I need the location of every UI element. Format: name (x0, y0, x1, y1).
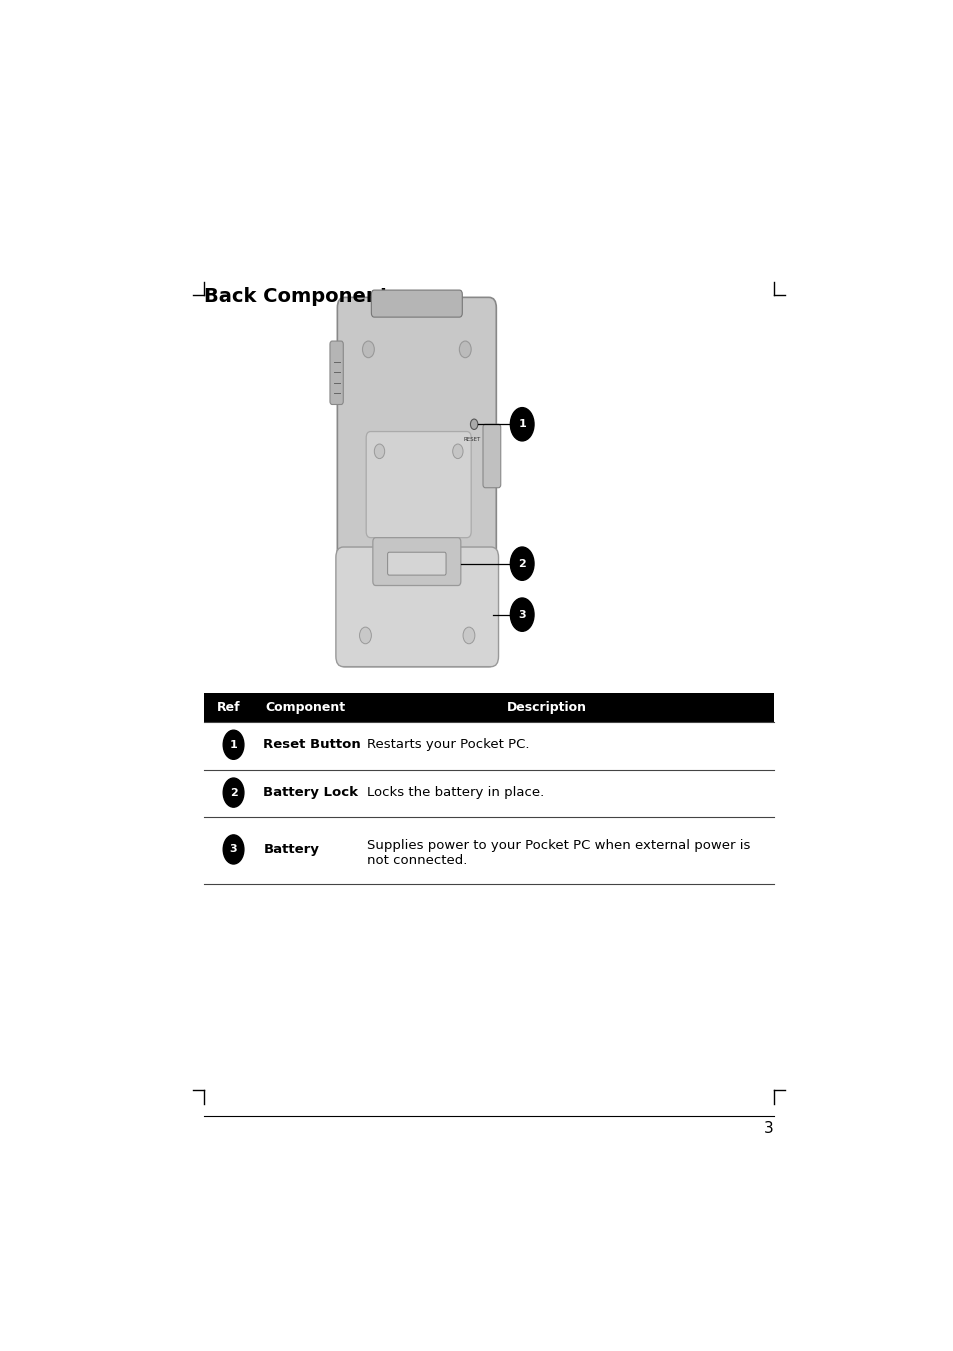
FancyBboxPatch shape (366, 431, 471, 538)
Circle shape (459, 340, 471, 358)
Circle shape (462, 627, 475, 644)
Circle shape (510, 547, 534, 581)
FancyBboxPatch shape (337, 297, 496, 666)
Circle shape (470, 419, 477, 430)
Text: Component: Component (265, 701, 345, 713)
Circle shape (374, 444, 384, 458)
Circle shape (359, 627, 371, 644)
Text: Restarts your Pocket PC.: Restarts your Pocket PC. (367, 738, 529, 751)
Circle shape (223, 730, 244, 759)
Circle shape (510, 598, 534, 631)
Text: Description: Description (506, 701, 586, 713)
Bar (204, 693, 773, 721)
Text: 2: 2 (230, 788, 237, 797)
FancyBboxPatch shape (330, 340, 343, 404)
FancyBboxPatch shape (482, 424, 500, 488)
Circle shape (362, 340, 374, 358)
Text: 3: 3 (517, 609, 525, 620)
Text: Locks the battery in place.: Locks the battery in place. (367, 786, 543, 798)
Circle shape (510, 408, 534, 440)
FancyBboxPatch shape (335, 547, 498, 666)
Text: 1: 1 (230, 740, 237, 750)
Circle shape (223, 835, 244, 865)
Circle shape (453, 444, 462, 458)
Text: 1: 1 (517, 419, 525, 430)
Text: Battery Lock: Battery Lock (263, 786, 358, 798)
Text: 2: 2 (517, 559, 525, 569)
Text: Back Components: Back Components (204, 286, 400, 305)
Text: Reset Button: Reset Button (263, 738, 361, 751)
Text: 3: 3 (230, 844, 237, 854)
FancyBboxPatch shape (371, 290, 462, 317)
Text: Battery: Battery (263, 843, 319, 857)
Text: RESET: RESET (463, 436, 480, 442)
Text: 3: 3 (763, 1121, 773, 1136)
FancyBboxPatch shape (373, 538, 460, 585)
Text: Supplies power to your Pocket PC when external power is
not connected.: Supplies power to your Pocket PC when ex… (367, 839, 749, 867)
FancyBboxPatch shape (387, 553, 446, 576)
Circle shape (223, 778, 244, 807)
Text: Ref: Ref (216, 701, 240, 713)
